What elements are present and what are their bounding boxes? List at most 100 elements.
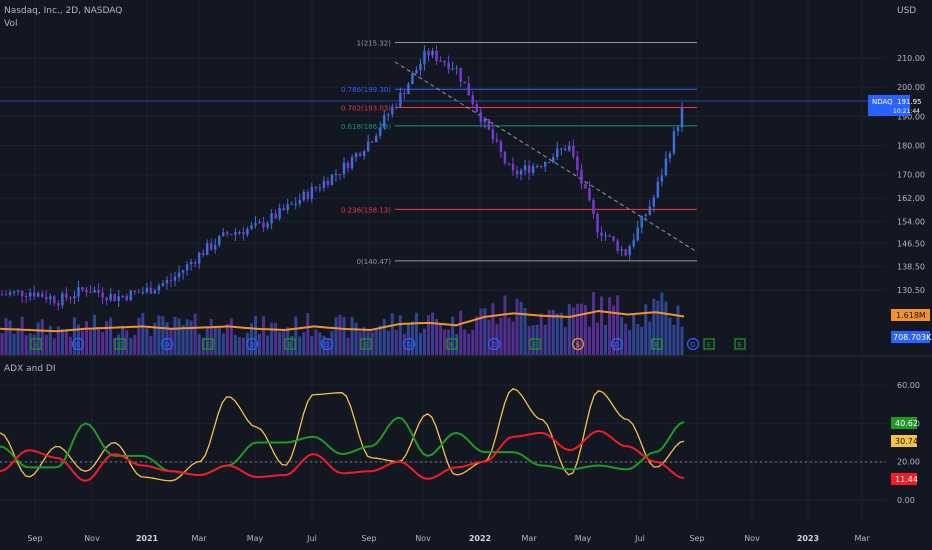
candle-body: [399, 92, 402, 107]
event-marker-label: E: [738, 341, 742, 349]
candle-body: [568, 145, 571, 151]
trend-line[interactable]: [394, 61, 698, 253]
volume-ma-line: [0, 309, 685, 333]
event-marker[interactable]: E: [30, 338, 42, 350]
volume-bar: [89, 330, 93, 355]
event-marker[interactable]: E: [651, 338, 663, 350]
event-marker[interactable]: D: [487, 337, 501, 351]
time-axis-label: Jul: [306, 534, 317, 543]
candle-body: [423, 50, 426, 64]
candle-body: [403, 92, 406, 95]
volume-bar: [181, 325, 185, 355]
candle-body: [491, 129, 495, 140]
volume-bar: [358, 331, 362, 355]
earnings-marker: [114, 338, 126, 350]
candle-body: [45, 296, 48, 300]
volume-bar: [543, 324, 547, 355]
volume-bar: [225, 324, 229, 355]
time-axis[interactable]: Sep Nov 2021 Mar May Jul Sep Nov 2022 Mar May Jul Se…: [27, 534, 870, 543]
candle-body: [624, 249, 627, 256]
candle-body: [206, 243, 209, 255]
event-marker[interactable]: E: [202, 338, 214, 350]
event-marker[interactable]: D: [245, 337, 259, 351]
price-axis-label: 190.00: [897, 112, 925, 121]
fibonacci-retracement[interactable]: 1(215.32) 0.786(199.30) 0.702(193.03) 0.618…: [341, 39, 697, 266]
candle-body: [113, 293, 116, 301]
candle-body: [564, 148, 567, 151]
candle-body: [543, 161, 547, 167]
indicator-title: ADX and DI: [4, 364, 56, 374]
volume-bar: [616, 295, 620, 355]
volume-bar: [153, 322, 157, 355]
candle-body: [93, 289, 96, 293]
earnings-marker: [446, 338, 458, 350]
event-marker[interactable]: D: [160, 337, 174, 351]
candle-body: [77, 287, 80, 297]
candle-body: [137, 291, 141, 293]
volume-bar: [418, 333, 422, 355]
event-marker[interactable]: D: [402, 337, 416, 351]
candle-body: [181, 270, 185, 273]
volume-bar: [382, 318, 386, 355]
candle-body: [584, 183, 587, 189]
event-marker[interactable]: E: [360, 338, 372, 350]
candle-body: [463, 81, 466, 84]
candle-body: [89, 292, 92, 294]
event-marker[interactable]: E: [284, 338, 296, 350]
volume-bar: [350, 316, 354, 355]
event-marker[interactable]: $: [571, 337, 585, 351]
candle-body: [620, 249, 623, 251]
volume-bar: [101, 332, 105, 355]
volume-bar: [28, 333, 32, 355]
candle-body: [274, 213, 277, 219]
candle-body: [350, 157, 354, 169]
candle-body: [254, 223, 257, 226]
volume-bar: [342, 317, 346, 355]
candle-body: [407, 84, 410, 95]
event-marker-label: D: [249, 341, 254, 349]
candle-body: [467, 83, 470, 96]
candle-body: [495, 139, 499, 142]
volume-bar: [97, 327, 101, 355]
candle-body: [246, 228, 249, 235]
event-marker[interactable]: D: [71, 337, 85, 351]
event-marker[interactable]: E: [734, 338, 746, 350]
earnings-marker: [651, 338, 663, 350]
earnings-marker: [284, 338, 296, 350]
volume-bar: [503, 295, 507, 355]
candle-body: [37, 293, 40, 297]
di-plus-line: [0, 416, 685, 476]
candle-body: [294, 203, 297, 205]
candle-body: [511, 163, 515, 171]
volume-bar: [60, 329, 64, 355]
volume-bar: [575, 304, 579, 355]
di-minus-line: [0, 429, 685, 482]
time-axis-label: May: [575, 534, 592, 543]
volume-bar: [515, 298, 519, 355]
event-marker[interactable]: E: [114, 338, 126, 350]
candle-body: [286, 204, 289, 211]
event-marker[interactable]: D: [320, 337, 334, 351]
event-marker[interactable]: E: [703, 338, 715, 350]
candle-body: [539, 165, 543, 167]
volume-bar: [471, 329, 475, 355]
indicator-axis-label: 60.00: [897, 381, 920, 390]
candle-body: [153, 290, 157, 294]
candle-body: [65, 293, 68, 298]
event-marker[interactable]: E: [529, 338, 541, 350]
event-marker-label: E: [118, 341, 122, 349]
event-markers[interactable]: E D E D E D E D E D E D E $ D E D E E: [30, 337, 746, 351]
candle-body: [185, 264, 189, 271]
price-axis[interactable]: 210.00 200.00 190.00 180.00 170.00 162.00 154.…: [897, 54, 925, 295]
volume-bar: [680, 326, 684, 355]
candle-body: [234, 232, 237, 235]
event-marker[interactable]: D: [686, 337, 700, 351]
di-minus-value: 11.44: [895, 475, 918, 484]
event-marker[interactable]: D: [610, 337, 624, 351]
candle-body: [362, 151, 366, 156]
volume-bar: [85, 321, 89, 355]
event-marker-label: D: [491, 341, 496, 349]
event-marker[interactable]: E: [446, 338, 458, 350]
indicator-axis-label: 0.00: [897, 496, 915, 505]
